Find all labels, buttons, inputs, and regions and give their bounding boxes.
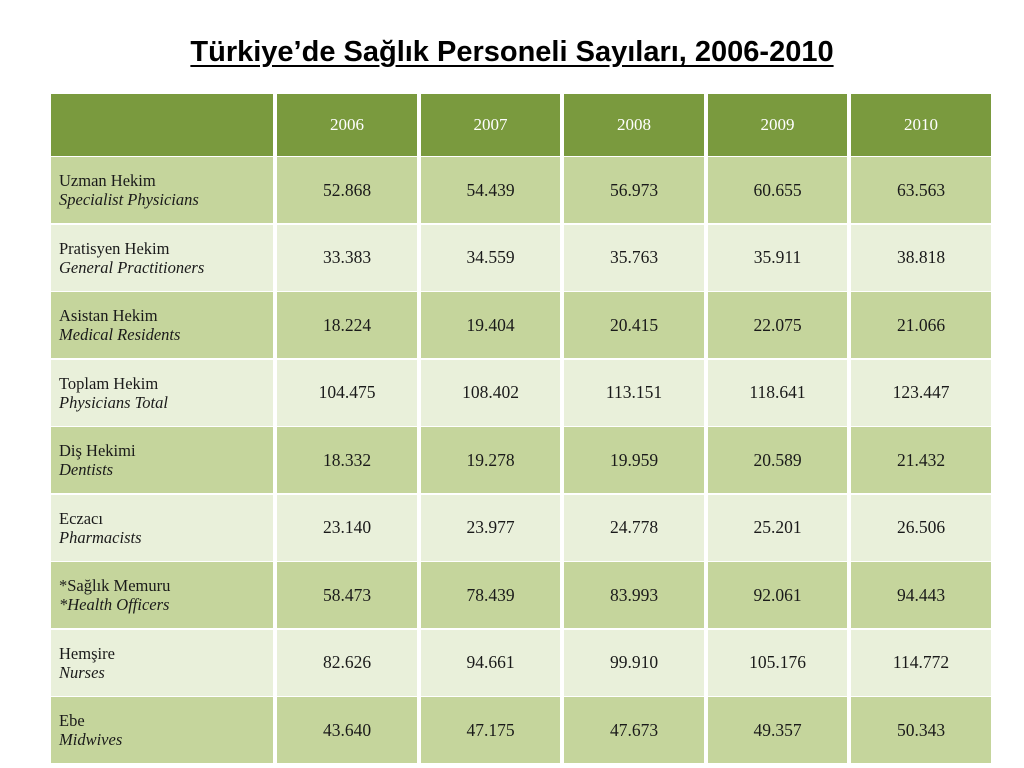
row-label-turkish: Toplam Hekim	[59, 373, 159, 393]
row-label-turkish: *Sağlık Memuru	[59, 576, 171, 596]
table-cell: 105.176	[708, 629, 847, 696]
table-cell: 18.224	[277, 292, 417, 359]
table-cell: 26.506	[851, 494, 991, 561]
table-corner-cell	[51, 94, 273, 156]
table-cell: 49.357	[708, 697, 847, 764]
row-label: Diş Hekimi Dentists	[51, 427, 273, 494]
row-label-turkish: Asistan Hekim	[59, 306, 158, 326]
table-cell: 94.443	[851, 562, 991, 629]
row-label-english: Pharmacists	[59, 527, 142, 547]
column-header-year: 2009	[708, 94, 847, 156]
row-label: Pratisyen Hekim General Practitioners	[51, 224, 273, 291]
row-label-turkish: Eczacı	[59, 508, 103, 528]
row-label-turkish: Ebe	[59, 711, 85, 731]
row-label: Uzman Hekim Specialist Physicians	[51, 157, 273, 224]
table-cell: 19.404	[421, 292, 560, 359]
table-cell: 35.911	[708, 224, 847, 291]
table-cell: 19.278	[421, 427, 560, 494]
table-cell: 63.563	[851, 157, 991, 224]
table-cell: 23.140	[277, 494, 417, 561]
table-cell: 38.818	[851, 224, 991, 291]
row-label-english: Midwives	[59, 730, 123, 750]
row-label: Toplam Hekim Physicians Total	[51, 359, 273, 426]
row-label-english: Physicians Total	[59, 392, 168, 412]
table-cell: 54.439	[421, 157, 560, 224]
table-cell: 108.402	[421, 359, 560, 426]
row-label: Eczacı Pharmacists	[51, 494, 273, 561]
table-cell: 43.640	[277, 697, 417, 764]
column-header-year: 2007	[421, 94, 560, 156]
row-label: Ebe Midwives	[51, 697, 273, 764]
table-cell: 21.066	[851, 292, 991, 359]
table-cell: 104.475	[277, 359, 417, 426]
row-label: Hemşire Nurses	[51, 629, 273, 696]
row-label-turkish: Pratisyen Hekim	[59, 238, 170, 258]
table-cell: 47.175	[421, 697, 560, 764]
row-label-english: Medical Residents	[59, 325, 181, 345]
page-title: Türkiye’de Sağlık Personeli Sayıları, 20…	[190, 36, 834, 68]
row-label-english: *Health Officers	[59, 595, 170, 615]
table-cell: 23.977	[421, 494, 560, 561]
table-cell: 24.778	[564, 494, 704, 561]
row-label-turkish: Diş Hekimi	[59, 441, 136, 461]
table-cell: 19.959	[564, 427, 704, 494]
table-cell: 52.868	[277, 157, 417, 224]
table-cell: 114.772	[851, 629, 991, 696]
table-cell: 47.673	[564, 697, 704, 764]
column-header-year: 2008	[564, 94, 704, 156]
table-cell: 92.061	[708, 562, 847, 629]
table-cell: 58.473	[277, 562, 417, 629]
table-cell: 22.075	[708, 292, 847, 359]
row-label: Asistan Hekim Medical Residents	[51, 292, 273, 359]
table-cell: 118.641	[708, 359, 847, 426]
table-cell: 50.343	[851, 697, 991, 764]
table-cell: 99.910	[564, 629, 704, 696]
column-header-year: 2006	[277, 94, 417, 156]
table-cell: 35.763	[564, 224, 704, 291]
table-cell: 33.383	[277, 224, 417, 291]
table-cell: 123.447	[851, 359, 991, 426]
table-cell: 60.655	[708, 157, 847, 224]
column-header-year: 2010	[851, 94, 991, 156]
table-cell: 113.151	[564, 359, 704, 426]
table-cell: 56.973	[564, 157, 704, 224]
table-cell: 34.559	[421, 224, 560, 291]
table-cell: 21.432	[851, 427, 991, 494]
table-cell: 82.626	[277, 629, 417, 696]
row-label-turkish: Hemşire	[59, 643, 115, 663]
personnel-table: 2006 2007 2008 2009 2010 Uzman Hekim Specialis…	[51, 94, 991, 764]
table-cell: 20.589	[708, 427, 847, 494]
table-cell: 25.201	[708, 494, 847, 561]
row-label-english: General Practitioners	[59, 257, 205, 277]
row-label-english: Specialist Physicians	[59, 190, 199, 210]
table-cell: 18.332	[277, 427, 417, 494]
table-grid: 2006 2007 2008 2009 2010 Uzman Hekim Specialis…	[51, 94, 991, 764]
table-cell: 78.439	[421, 562, 560, 629]
row-label-english: Dentists	[59, 460, 114, 480]
table-cell: 94.661	[421, 629, 560, 696]
table-cell: 20.415	[564, 292, 704, 359]
table-cell: 83.993	[564, 562, 704, 629]
row-label-turkish: Uzman Hekim	[59, 171, 156, 191]
row-label: *Sağlık Memuru *Health Officers	[51, 562, 273, 629]
row-label-english: Nurses	[59, 662, 105, 682]
